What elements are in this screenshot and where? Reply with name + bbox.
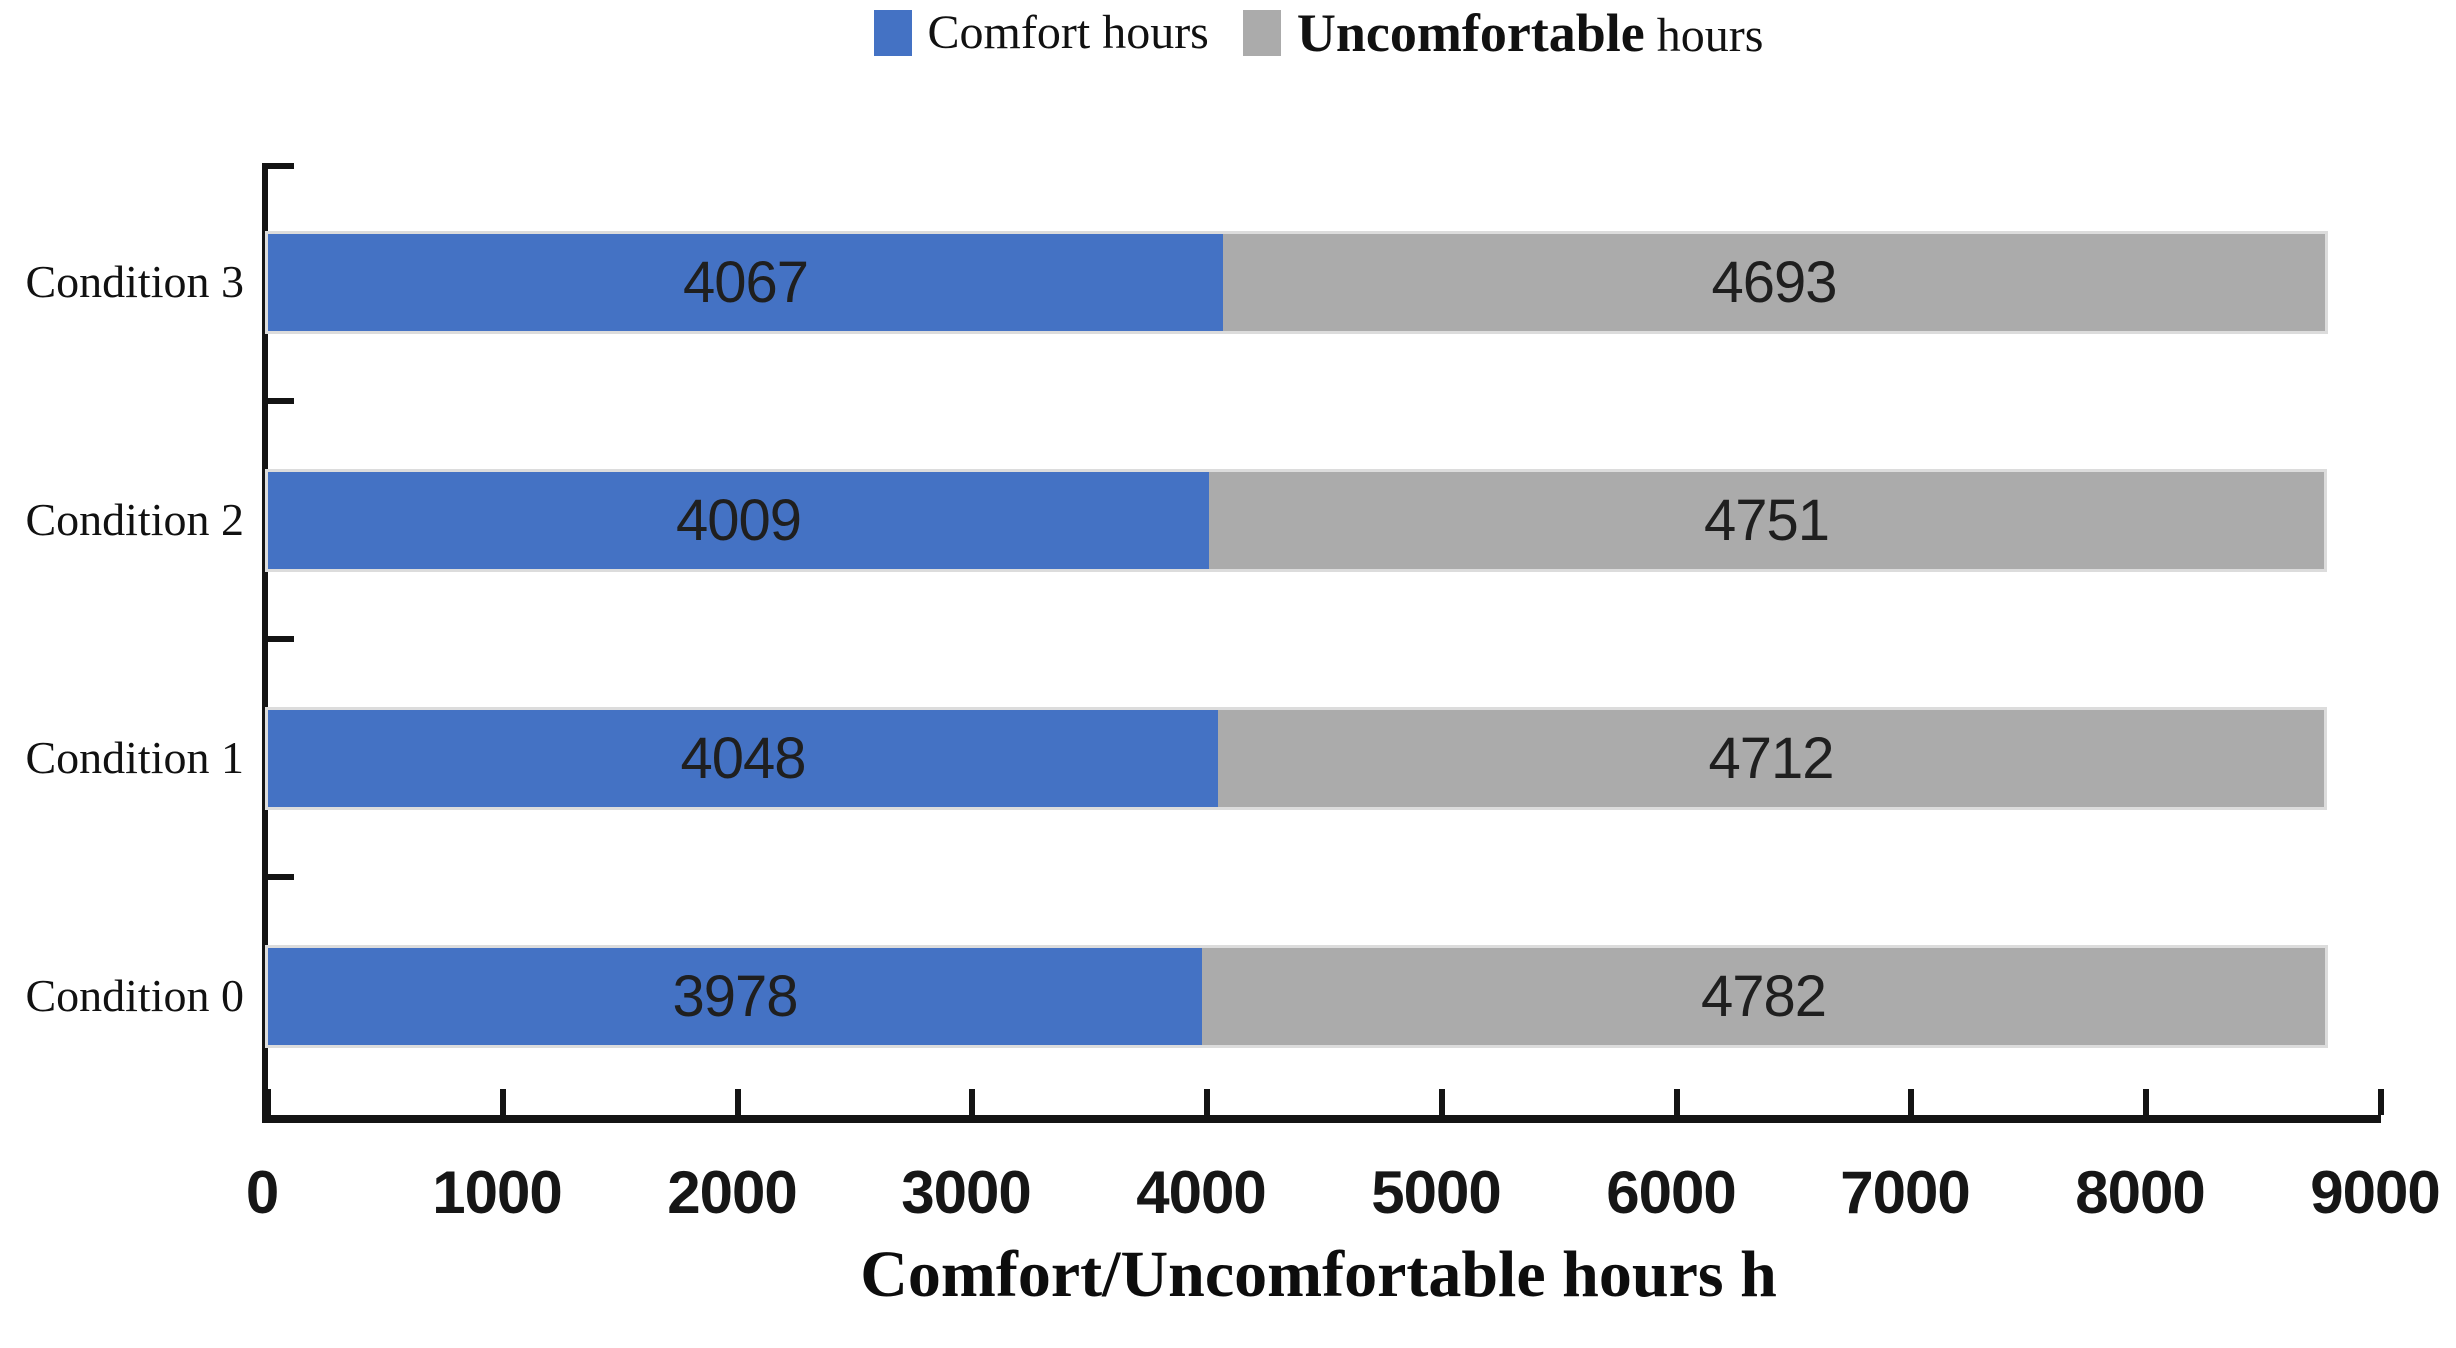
y-axis-tick (268, 874, 294, 880)
bar-row-condition-1: 4048 4712 (265, 639, 2381, 877)
x-axis-tick (1674, 1089, 1680, 1115)
x-axis-tick (2378, 1089, 2384, 1115)
bar-segment-uncomfortable-condition-2: 4751 (1209, 472, 2324, 569)
bar-value-label: 4048 (680, 725, 806, 791)
bar-value-label: 4712 (1708, 725, 1834, 791)
stacked-bar: 4067 4693 (265, 231, 2328, 334)
legend-swatch-icon (873, 10, 912, 56)
bar-row-condition-0: 3978 4782 (265, 877, 2381, 1115)
x-tick-label-7000: 7000 (1840, 1159, 1970, 1226)
stacked-bar: 4009 4751 (265, 469, 2327, 572)
legend-label-text: Uncomfortable (1296, 3, 1645, 63)
bar-row-condition-3: 4067 4693 (265, 163, 2381, 401)
x-axis-tick (2143, 1089, 2149, 1115)
y-axis-tick (268, 636, 294, 642)
x-tick-label-6000: 6000 (1606, 1159, 1736, 1226)
x-tick-label-9000: 9000 (2310, 1159, 2440, 1226)
bar-segment-comfort-condition-1: 4048 (268, 710, 1218, 807)
x-axis-tick (1908, 1089, 1914, 1115)
legend-item-0: Comfort hours (873, 9, 1209, 57)
bar-value-label: 3978 (672, 963, 798, 1029)
category-label-condition-3: Condition 3 (25, 256, 244, 307)
x-axis-tick (1439, 1089, 1445, 1115)
x-tick-label-2000: 2000 (667, 1159, 797, 1226)
x-tick-label-3000: 3000 (901, 1159, 1031, 1226)
x-tick-label-0: 0 (245, 1159, 279, 1226)
bar-row-condition-2: 4009 4751 (265, 401, 2381, 639)
x-tick-label-1000: 1000 (432, 1159, 562, 1226)
bar-segment-comfort-condition-3: 4067 (268, 234, 1223, 331)
x-axis-tick (735, 1089, 741, 1115)
legend-swatch-icon (1242, 10, 1281, 56)
bar-value-label: 4067 (682, 249, 809, 315)
legend-label-text: Comfort hours (927, 6, 1209, 59)
category-label-condition-1: Condition 1 (25, 732, 244, 783)
x-axis-tick (265, 1089, 271, 1115)
x-axis-tick (500, 1089, 506, 1115)
stacked-bar: 4048 4712 (265, 707, 2327, 810)
chart-legend: Comfort hours Uncomfortable hours (262, 2, 2375, 64)
bar-value-label: 4751 (1703, 487, 1830, 553)
x-tick-label-4000: 4000 (1136, 1159, 1266, 1226)
y-axis-tick (268, 398, 294, 404)
bar-segment-uncomfortable-condition-1: 4712 (1218, 710, 2324, 807)
legend-label-text: hours (1644, 9, 1764, 62)
bar-segment-comfort-condition-0: 3978 (268, 948, 1202, 1045)
plot-area: 4067 4693 4009 4751 4048 4712 3978 4782 (262, 163, 2384, 1123)
legend-label: Uncomfortable hours (1297, 6, 1764, 60)
bar-segment-uncomfortable-condition-3: 4693 (1223, 234, 2325, 331)
x-tick-label-5000: 5000 (1371, 1159, 1501, 1226)
legend-label: Comfort hours (928, 9, 1209, 57)
x-axis-tick (1204, 1089, 1210, 1115)
bar-segment-comfort-condition-2: 4009 (268, 472, 1209, 569)
bar-value-label: 4693 (1711, 249, 1837, 315)
x-tick-label-8000: 8000 (2075, 1159, 2205, 1226)
bar-segment-uncomfortable-condition-0: 4782 (1202, 948, 2325, 1045)
x-axis-title: Comfort/Uncomfortable hours h (860, 1238, 1777, 1311)
y-axis-tick (268, 163, 294, 169)
category-label-condition-2: Condition 2 (25, 494, 244, 545)
bar-value-label: 4782 (1700, 963, 1827, 1029)
x-axis-tick (969, 1089, 975, 1115)
stacked-bar: 3978 4782 (265, 945, 2328, 1048)
bar-value-label: 4009 (675, 487, 802, 553)
legend-item-1: Uncomfortable hours (1242, 6, 1764, 60)
category-label-condition-0: Condition 0 (25, 970, 244, 1021)
